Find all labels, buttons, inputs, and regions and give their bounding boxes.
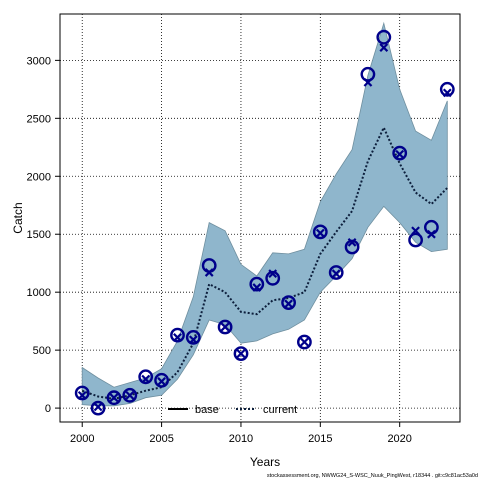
predicted-point-2019 [379, 43, 389, 52]
legend: base current [168, 404, 297, 416]
predicted-point-2007 [188, 335, 198, 345]
predicted-cross-b [331, 269, 341, 279]
predicted-point-2003 [125, 390, 135, 400]
observed-point-2014 [296, 334, 312, 350]
observed-point-2000 [74, 385, 90, 401]
predicted-cross-b [93, 402, 103, 412]
legend-base-label: base [195, 404, 219, 416]
y-tick-label-3000: 3000 [27, 55, 51, 67]
x-tick-label-2000: 2000 [70, 433, 94, 445]
confidence-band [81, 21, 448, 407]
observed-point-2023 [439, 81, 455, 97]
predicted-cross-b [411, 226, 420, 236]
predicted-point-2020 [395, 149, 405, 159]
observed-point-2019 [376, 29, 392, 45]
predicted-point-2008 [204, 268, 214, 277]
marker-layer [74, 29, 455, 416]
observed-point-2003 [122, 387, 138, 403]
predicted-cross-b [204, 268, 214, 277]
observed-point-2015 [312, 224, 328, 240]
predicted-point-2021 [411, 226, 420, 236]
predicted-cross-b [252, 283, 262, 292]
observed-point-2021 [408, 232, 423, 248]
y-tick-label-1000: 1000 [27, 287, 51, 299]
x-tick-label-2015: 2015 [308, 433, 332, 445]
observed-point-2018 [360, 66, 376, 82]
predicted-point-2012 [268, 269, 278, 279]
predicted-point-2006 [173, 333, 182, 342]
predicted-cross-b [236, 349, 246, 358]
axes: 2000 2005 2010 2015 2020 0 500 1000 1500 2000 2500… [27, 13, 461, 445]
y-tick-label-0: 0 [45, 403, 51, 415]
plot-frame [59, 13, 461, 423]
predicted-cross-b [188, 335, 198, 345]
observed-point-2016 [328, 265, 344, 280]
observed-point-2007 [185, 329, 201, 345]
observed-point-2005 [154, 372, 170, 388]
predicted-point-2016 [331, 269, 341, 279]
predicted-point-2013 [284, 299, 293, 309]
predicted-point-2014 [300, 337, 309, 347]
predicted-cross-b [363, 78, 373, 87]
predicted-cross-b [300, 337, 309, 347]
y-tick-label-2500: 2500 [27, 113, 51, 125]
predicted-cross-b [125, 390, 135, 400]
predicted-cross-b [395, 149, 405, 159]
predicted-cross-b [77, 390, 87, 400]
y-tick-label-500: 500 [33, 345, 51, 357]
observed-point-2013 [281, 295, 296, 310]
predicted-point-2000 [77, 390, 87, 400]
predicted-point-2018 [363, 78, 373, 87]
predicted-cross-b [427, 229, 436, 239]
observed-point-2001 [90, 400, 106, 416]
predicted-point-2015 [315, 228, 325, 238]
predicted-cross-b [442, 88, 452, 98]
predicted-point-2005 [157, 377, 166, 386]
observed-point-2009 [217, 319, 233, 335]
predicted-cross-b [220, 322, 230, 332]
observed-point-2004 [138, 369, 154, 385]
predicted-cross-b [347, 237, 357, 247]
y-tick-label-1500: 1500 [27, 229, 51, 241]
predicted-cross-b [141, 374, 151, 384]
predicted-cross-b [284, 299, 293, 309]
predicted-point-2001 [93, 402, 103, 412]
predicted-cross-b [268, 269, 278, 279]
predicted-point-2011 [252, 283, 262, 292]
observed-point-2011 [249, 276, 265, 292]
predicted-point-2022 [427, 229, 436, 239]
x-tick-label-2010: 2010 [229, 433, 253, 445]
observed-point-2002 [106, 390, 122, 406]
y-axis-title: Catch [11, 202, 25, 233]
observed-point-2010 [233, 346, 249, 361]
predicted-point-2010 [236, 349, 246, 358]
predicted-cross-b [109, 393, 119, 403]
predicted-cross-b [379, 43, 389, 52]
footer-note: stockassessment.org, NWWG24_S-WSC_Nuuk_P… [267, 473, 478, 479]
predicted-point-2009 [220, 322, 230, 332]
x-tick-label-2020: 2020 [387, 433, 411, 445]
predicted-cross-b [173, 333, 182, 342]
x-axis-title: Years [250, 455, 280, 469]
observed-point-2020 [392, 145, 408, 161]
x-tick-label-2005: 2005 [149, 433, 173, 445]
y-tick-label-2000: 2000 [27, 171, 51, 183]
confidence-band-layer [81, 21, 448, 407]
observed-point-2006 [170, 327, 185, 343]
predicted-point-2017 [347, 237, 357, 247]
predicted-point-2004 [141, 374, 151, 384]
predicted-cross-b [157, 377, 166, 386]
predicted-point-2023 [442, 88, 452, 98]
legend-current-label: current [263, 404, 297, 416]
predicted-cross-b [315, 228, 325, 238]
predicted-point-2002 [109, 393, 119, 403]
